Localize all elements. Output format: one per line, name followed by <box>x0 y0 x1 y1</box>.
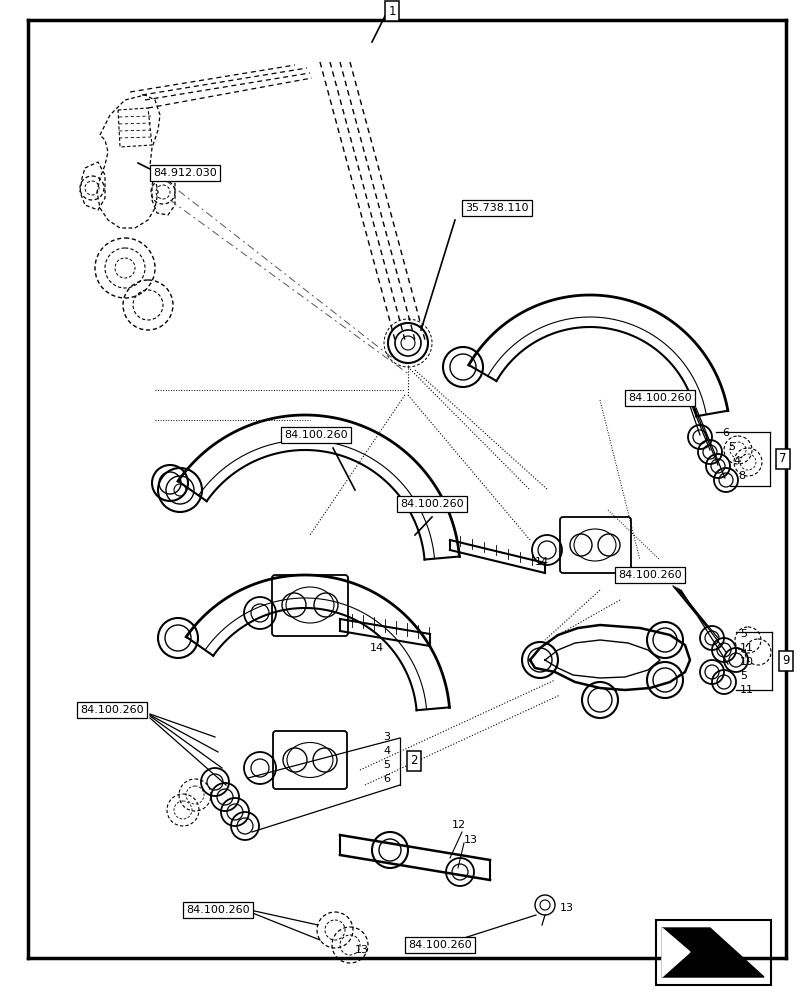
Text: 13: 13 <box>354 945 368 955</box>
Text: 6: 6 <box>383 774 389 784</box>
Text: 5: 5 <box>727 442 734 452</box>
Text: 10: 10 <box>739 657 753 667</box>
Text: 5: 5 <box>739 629 746 639</box>
Text: 3: 3 <box>383 732 389 742</box>
Text: 6: 6 <box>721 428 728 438</box>
Text: 1: 1 <box>388 5 395 18</box>
Text: 4: 4 <box>383 746 389 756</box>
Text: 14: 14 <box>534 557 548 567</box>
Text: 84.100.260: 84.100.260 <box>284 430 347 440</box>
Text: 5: 5 <box>739 671 746 681</box>
Text: 5: 5 <box>383 760 389 770</box>
Text: 12: 12 <box>452 820 466 830</box>
Text: 7: 7 <box>779 452 786 466</box>
Text: 14: 14 <box>370 643 384 653</box>
Bar <box>655 920 770 985</box>
Text: 11: 11 <box>739 643 753 653</box>
Text: 84.100.260: 84.100.260 <box>80 705 144 715</box>
Text: 84.100.260: 84.100.260 <box>408 940 471 950</box>
Text: 84.100.260: 84.100.260 <box>628 393 691 403</box>
Text: 84.100.260: 84.100.260 <box>617 570 681 580</box>
Text: 84.912.030: 84.912.030 <box>153 168 217 178</box>
Polygon shape <box>661 928 689 977</box>
Text: 8: 8 <box>737 471 744 481</box>
Text: 9: 9 <box>781 654 789 668</box>
Text: 4: 4 <box>732 456 739 466</box>
Text: 13: 13 <box>560 903 573 913</box>
Text: 84.100.260: 84.100.260 <box>186 905 250 915</box>
Text: 11: 11 <box>739 685 753 695</box>
Text: 84.100.260: 84.100.260 <box>400 499 463 509</box>
Text: 2: 2 <box>410 754 417 768</box>
Text: 35.738.110: 35.738.110 <box>465 203 528 213</box>
Polygon shape <box>661 928 763 977</box>
Text: 13: 13 <box>463 835 478 845</box>
